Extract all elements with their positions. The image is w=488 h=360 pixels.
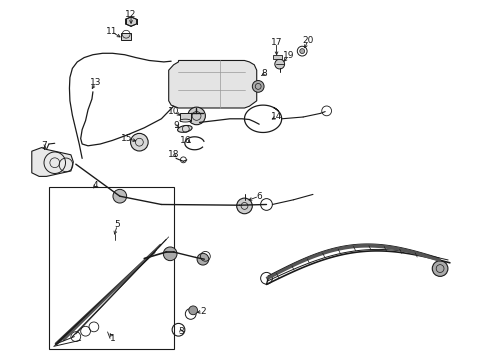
Text: 8: 8	[261, 69, 266, 78]
Circle shape	[299, 49, 304, 54]
Bar	[180, 113, 190, 121]
Circle shape	[252, 81, 264, 92]
Bar	[272, 55, 281, 59]
Text: 18: 18	[167, 150, 179, 159]
Circle shape	[236, 198, 252, 214]
Text: 12: 12	[125, 10, 137, 19]
Ellipse shape	[180, 119, 190, 122]
Circle shape	[163, 247, 177, 261]
Circle shape	[187, 107, 205, 125]
Text: 7: 7	[41, 141, 47, 150]
Circle shape	[431, 261, 447, 276]
Text: 9: 9	[173, 121, 179, 130]
Text: 5: 5	[114, 220, 120, 230]
Circle shape	[274, 59, 284, 69]
Polygon shape	[125, 17, 136, 26]
Circle shape	[197, 253, 208, 265]
Text: 14: 14	[270, 112, 282, 121]
Text: 6: 6	[256, 192, 262, 201]
Polygon shape	[168, 60, 256, 108]
Text: 2: 2	[200, 307, 205, 316]
Circle shape	[130, 134, 148, 151]
Text: 19: 19	[282, 51, 294, 60]
Text: 20: 20	[302, 36, 313, 45]
Circle shape	[113, 189, 126, 203]
Text: 3: 3	[178, 327, 183, 336]
Text: 4: 4	[92, 181, 98, 190]
Text: 15: 15	[121, 134, 133, 143]
Text: 16: 16	[180, 136, 191, 145]
Text: 1: 1	[109, 334, 115, 343]
Text: 10: 10	[167, 107, 179, 116]
Text: 11: 11	[105, 27, 117, 36]
Text: 13: 13	[89, 78, 101, 87]
Text: 17: 17	[270, 38, 282, 47]
Bar	[121, 33, 131, 40]
Bar	[49, 187, 173, 349]
Polygon shape	[32, 148, 73, 176]
Circle shape	[188, 306, 197, 315]
Ellipse shape	[177, 125, 192, 132]
